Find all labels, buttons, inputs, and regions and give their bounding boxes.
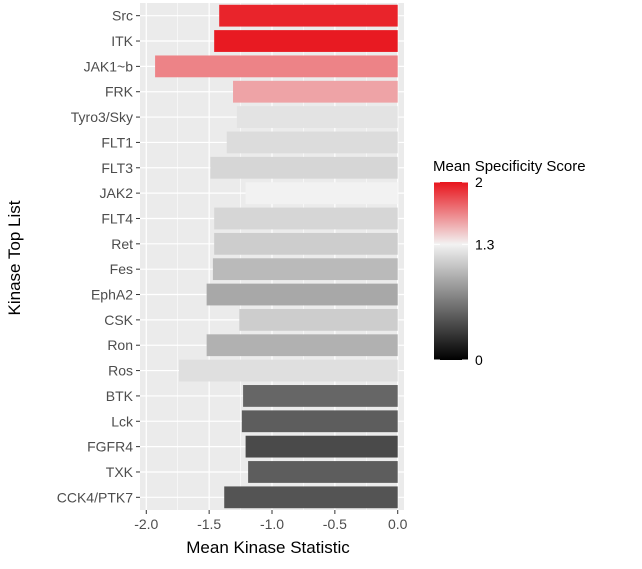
- legend: Mean Specificity Score 01.32: [433, 158, 586, 368]
- bar-fes: [212, 258, 398, 281]
- y-tick-label: Tyro3/Sky: [71, 109, 133, 125]
- bar-src: [219, 4, 398, 27]
- bar-frk: [233, 80, 398, 103]
- y-tick-label: BTK: [106, 388, 134, 404]
- legend-colorbar: [434, 182, 468, 360]
- y-axis-title: Kinase Top List: [5, 200, 24, 315]
- legend-tick-label: 1.3: [475, 236, 495, 252]
- bar-flt4: [214, 207, 398, 230]
- bar-txk: [248, 461, 398, 483]
- x-tick-label: -0.5: [323, 516, 347, 532]
- bar-jak2: [245, 182, 398, 205]
- y-axis-ticks: Src ITK JAK1~b FRK Tyro3/Sky FLT1 FLT3 JAK2 FLT4…: [57, 8, 140, 505]
- y-tick-label: Src: [112, 8, 133, 24]
- y-tick-label: ITK: [111, 33, 133, 49]
- bar-csk: [239, 308, 398, 331]
- bar-ron: [206, 334, 398, 357]
- x-tick-label: -1.0: [260, 516, 284, 532]
- bar-flt1: [226, 131, 398, 154]
- y-tick-label: JAK2: [100, 185, 134, 201]
- bar-jak1-b: [155, 55, 398, 78]
- y-tick-label: Lck: [111, 413, 134, 429]
- legend-tick-label: 2: [475, 174, 483, 190]
- bar-ros: [178, 359, 398, 382]
- y-tick-label: Fes: [110, 261, 133, 277]
- y-tick-label: Ron: [107, 337, 133, 353]
- legend-ticks: 01.32: [434, 174, 495, 368]
- x-tick-label: 0.0: [388, 516, 408, 532]
- y-tick-label: Ros: [108, 363, 133, 379]
- x-axis-ticks: -2.0 -1.5 -1.0 -0.5 0.0: [134, 510, 408, 532]
- bar-btk: [243, 385, 398, 407]
- bar-fgfr4: [245, 435, 398, 458]
- legend-tick-label: 0: [475, 352, 483, 368]
- bars: [155, 4, 398, 509]
- bar-tyro3-sky: [236, 106, 398, 128]
- bar-cck4-ptk7: [224, 486, 398, 509]
- x-tick-label: -2.0: [134, 516, 158, 532]
- bar-itk: [214, 30, 398, 52]
- y-tick-label: FLT1: [101, 134, 133, 150]
- bar-flt3: [210, 156, 398, 179]
- y-tick-label: FGFR4: [87, 439, 133, 455]
- y-tick-label: FLT4: [101, 210, 133, 226]
- y-tick-label: EphA2: [91, 287, 133, 303]
- y-tick-label: JAK1~b: [84, 58, 134, 74]
- bar-lck: [241, 410, 398, 433]
- bar-ret: [214, 232, 398, 255]
- y-tick-label: CCK4/PTK7: [57, 489, 133, 505]
- x-tick-label: -1.5: [197, 516, 221, 532]
- y-tick-label: FLT3: [101, 160, 133, 176]
- x-axis-title: Mean Kinase Statistic: [186, 538, 350, 557]
- bar-epha2: [206, 283, 398, 306]
- y-tick-label: TXK: [106, 464, 134, 480]
- legend-title: Mean Specificity Score: [433, 158, 586, 175]
- y-tick-label: FRK: [105, 84, 134, 100]
- y-tick-label: Ret: [111, 236, 133, 252]
- y-tick-label: CSK: [104, 312, 133, 328]
